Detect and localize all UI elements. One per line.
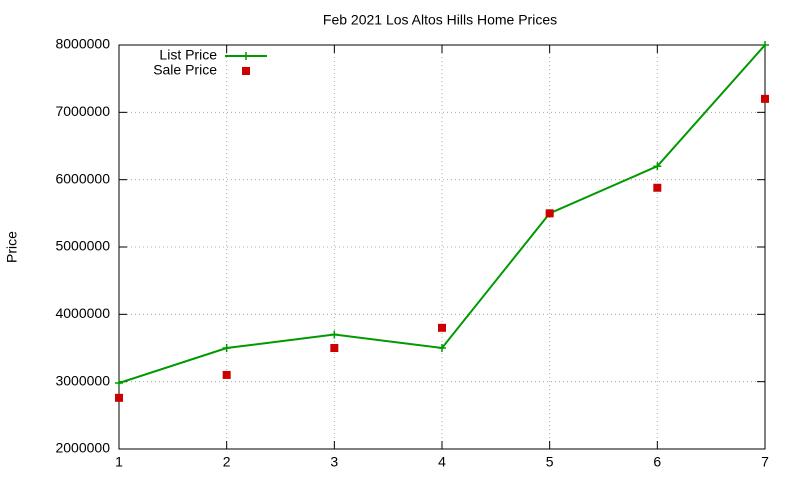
legend-marker	[242, 52, 250, 60]
marker	[330, 344, 339, 352]
x-tick-label: 4	[438, 454, 446, 470]
y-tick-label: 4000000	[55, 305, 110, 321]
y-tick-label: 5000000	[55, 238, 110, 254]
legend-label: List Price	[159, 47, 217, 63]
x-tick-label: 7	[761, 454, 769, 470]
x-tick-label: 1	[115, 454, 123, 470]
marker	[653, 162, 662, 171]
plot-frame	[118, 44, 766, 450]
marker	[761, 41, 769, 49]
chart-title: Feb 2021 Los Altos Hills Home Prices	[323, 12, 557, 28]
marker	[330, 330, 339, 339]
legend-label: Sale Price	[153, 62, 217, 78]
y-tick-label: 3000000	[55, 372, 110, 388]
x-tick-label: 3	[330, 454, 338, 470]
marker	[438, 323, 446, 332]
y-axis-label: Price	[4, 231, 20, 263]
marker	[222, 344, 231, 352]
y-tick-label: 6000000	[55, 170, 110, 186]
marker	[115, 393, 123, 402]
y-tick-label: 2000000	[55, 440, 110, 456]
x-tick-label: 2	[223, 454, 231, 470]
y-tick-label: 7000000	[55, 103, 110, 119]
marker	[545, 209, 554, 218]
marker	[222, 370, 231, 379]
marker	[115, 379, 123, 388]
series-line	[118, 44, 766, 384]
marker	[761, 94, 769, 103]
marker	[653, 183, 662, 192]
y-tick-label: 8000000	[55, 36, 110, 52]
marker	[438, 344, 446, 352]
x-tick-label: 6	[653, 454, 661, 470]
x-tick-label: 5	[546, 454, 554, 470]
legend-marker	[242, 67, 250, 75]
